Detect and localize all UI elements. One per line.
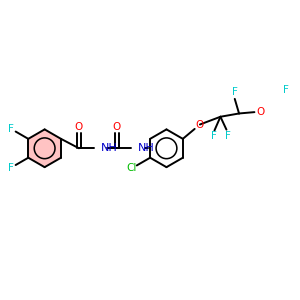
Text: NH: NH (100, 143, 117, 153)
Text: F: F (8, 124, 14, 134)
Text: F: F (225, 130, 231, 141)
Text: Cl: Cl (126, 164, 137, 173)
Text: O: O (195, 120, 203, 130)
Text: NH: NH (138, 143, 155, 153)
Text: F: F (211, 131, 217, 142)
Text: F: F (8, 163, 14, 172)
Text: O: O (256, 106, 265, 117)
Text: O: O (75, 122, 83, 132)
Polygon shape (28, 129, 61, 167)
Text: F: F (299, 98, 300, 108)
Text: F: F (232, 87, 238, 97)
Text: F: F (283, 85, 289, 94)
Text: F: F (299, 114, 300, 124)
Text: O: O (112, 122, 121, 132)
